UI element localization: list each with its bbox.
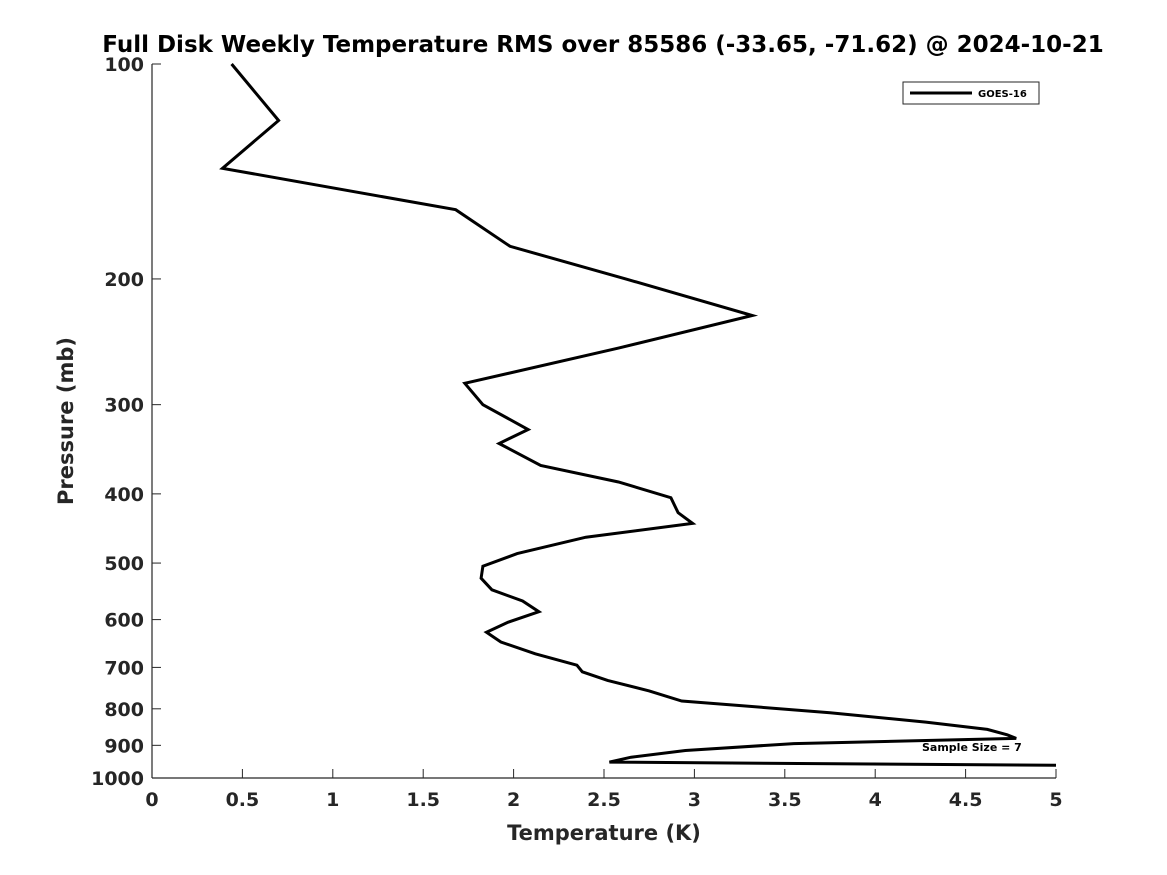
- x-tick-label: 0.5: [226, 789, 260, 811]
- plot-axes: 0 0.5 1 1.5 2 2.5 3 3.5 4 4.5 5 100 200 300 400 500 600 7…: [91, 54, 1063, 811]
- x-tick-label: 3: [688, 789, 701, 811]
- y-tick-label: 200: [104, 269, 144, 291]
- y-tick-label: 1000: [91, 768, 144, 790]
- series-line-goes-16: [219, 63, 1057, 767]
- x-tick-label: 5: [1049, 789, 1062, 811]
- y-tick-label: 900: [104, 735, 144, 757]
- y-tick-label: 400: [104, 484, 144, 506]
- chart-title: Full Disk Weekly Temperature RMS over 85…: [102, 32, 1104, 58]
- x-tick-label: 4.5: [949, 789, 983, 811]
- x-tick-label: 2.5: [587, 789, 621, 811]
- y-axis-label: Pressure (mb): [54, 337, 78, 505]
- x-tick-label: 0: [145, 789, 158, 811]
- x-tick-label: 4: [869, 789, 882, 811]
- y-tick-label: 500: [104, 553, 144, 575]
- legend-label-goes-16: GOES-16: [978, 89, 1027, 100]
- y-tick-label: 300: [104, 395, 144, 417]
- x-tick-label: 1.5: [406, 789, 440, 811]
- y-tick-label: 100: [104, 54, 144, 76]
- x-tick-label: 1: [326, 789, 339, 811]
- x-tick-label: 3.5: [768, 789, 802, 811]
- x-tick-label: 2: [507, 789, 520, 811]
- x-axis-label: Temperature (K): [507, 821, 701, 845]
- y-tick-label: 700: [104, 657, 144, 679]
- y-tick-label: 800: [104, 699, 144, 721]
- sample-size-annotation: Sample Size = 7: [922, 741, 1022, 754]
- legend: GOES-16: [902, 81, 1040, 105]
- series-layer: [219, 63, 1057, 767]
- y-tick-label: 600: [104, 610, 144, 632]
